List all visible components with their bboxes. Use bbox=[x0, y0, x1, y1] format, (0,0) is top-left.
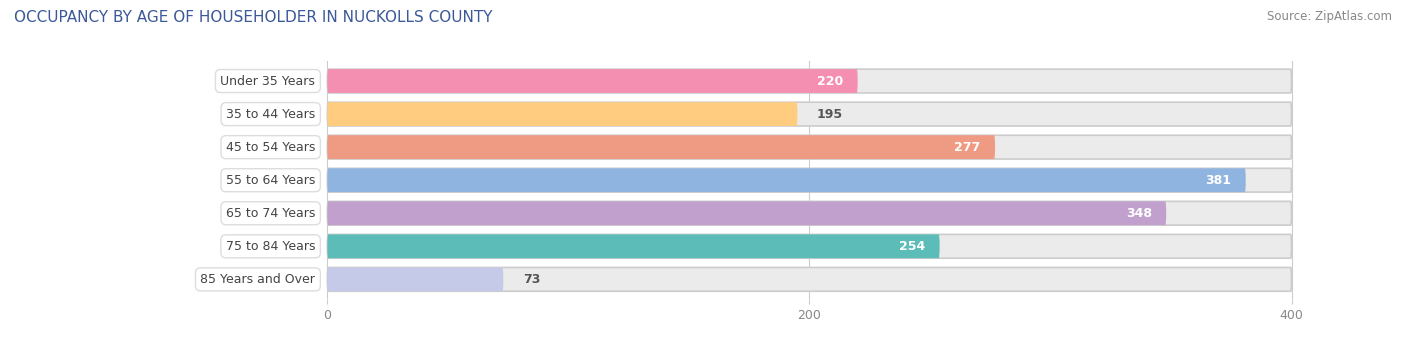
FancyBboxPatch shape bbox=[328, 69, 858, 93]
FancyBboxPatch shape bbox=[328, 268, 503, 291]
FancyBboxPatch shape bbox=[328, 201, 1166, 225]
FancyBboxPatch shape bbox=[328, 69, 1292, 93]
FancyBboxPatch shape bbox=[328, 135, 995, 159]
FancyBboxPatch shape bbox=[328, 168, 1292, 192]
Text: 85 Years and Over: 85 Years and Over bbox=[201, 273, 315, 286]
Text: 195: 195 bbox=[817, 107, 842, 121]
Text: 254: 254 bbox=[898, 240, 925, 253]
Text: 65 to 74 Years: 65 to 74 Years bbox=[226, 207, 315, 220]
FancyBboxPatch shape bbox=[328, 234, 1292, 258]
FancyBboxPatch shape bbox=[328, 135, 1292, 159]
Text: 348: 348 bbox=[1126, 207, 1152, 220]
Text: 55 to 64 Years: 55 to 64 Years bbox=[226, 174, 315, 187]
FancyBboxPatch shape bbox=[328, 201, 1292, 225]
Text: 73: 73 bbox=[523, 273, 540, 286]
Text: 45 to 54 Years: 45 to 54 Years bbox=[226, 141, 315, 154]
Text: 35 to 44 Years: 35 to 44 Years bbox=[226, 107, 315, 121]
Text: 75 to 84 Years: 75 to 84 Years bbox=[226, 240, 315, 253]
Text: Source: ZipAtlas.com: Source: ZipAtlas.com bbox=[1267, 10, 1392, 23]
FancyBboxPatch shape bbox=[328, 168, 1246, 192]
FancyBboxPatch shape bbox=[328, 268, 1292, 291]
Text: 381: 381 bbox=[1205, 174, 1232, 187]
Text: OCCUPANCY BY AGE OF HOUSEHOLDER IN NUCKOLLS COUNTY: OCCUPANCY BY AGE OF HOUSEHOLDER IN NUCKO… bbox=[14, 10, 492, 25]
Text: Under 35 Years: Under 35 Years bbox=[221, 74, 315, 87]
FancyBboxPatch shape bbox=[328, 102, 797, 126]
FancyBboxPatch shape bbox=[328, 102, 1292, 126]
Text: 277: 277 bbox=[955, 141, 980, 154]
FancyBboxPatch shape bbox=[328, 234, 939, 258]
Text: 220: 220 bbox=[817, 74, 844, 87]
